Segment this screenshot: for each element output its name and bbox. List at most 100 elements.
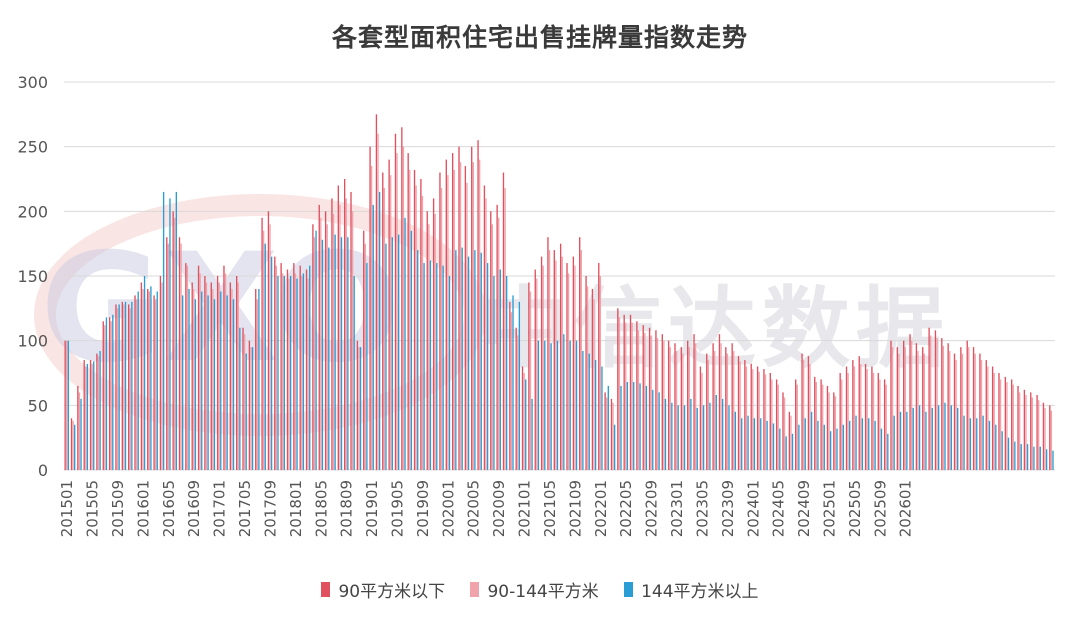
bar-series-3 [169,198,171,470]
x-tick-label: 201801 [287,480,305,537]
legend-item-s2[interactable]: 90-144平方米 [470,577,599,602]
y-tick-label: 300 [17,73,48,92]
bar-series-2 [313,237,316,470]
bar-series-2 [745,366,748,470]
bar-series-2 [993,373,995,470]
bar-series-2 [917,351,919,470]
bar-series-3 [652,389,654,470]
bar-series-1 [1017,385,1019,470]
x-tick-label: 201701 [211,480,229,537]
bar-series-3 [213,299,216,470]
bar-series-1 [820,379,822,470]
bar-series-1 [382,172,384,470]
bar-series-1 [134,295,136,470]
x-tick-label: 202001 [439,480,457,537]
bar-series-1 [356,340,359,470]
bar-series-2 [999,379,1002,470]
bar-series-3 [537,340,540,470]
bar-series-1 [426,211,428,470]
bar-series-2 [174,217,176,470]
bar-series-2 [224,273,227,470]
bar-series-2 [822,384,824,470]
bar-series-2 [288,278,290,470]
bar-series-1 [464,166,467,470]
bar-series-2 [980,360,983,470]
x-tick-label: 202405 [770,480,788,537]
bar-series-1 [540,256,543,470]
bar-series-3 [1052,450,1054,470]
bar-series-3 [556,340,559,470]
bar-series-3 [296,278,298,470]
bar-series-3 [315,230,317,470]
bar-series-1 [947,343,949,470]
bar-series-1 [801,353,803,470]
bar-series-3 [982,415,984,470]
bar-series-1 [890,340,892,470]
bar-series-1 [324,211,327,470]
bar-series-2 [205,282,208,470]
bar-series-1 [89,360,92,470]
bar-series-1 [623,314,625,470]
bar-series-1 [871,366,873,470]
bar-series-1 [941,338,943,470]
bar-series-3 [118,304,120,470]
bar-series-3 [220,291,222,470]
bar-series-3 [823,424,825,470]
bar-series-1 [667,340,670,470]
bar-series-3 [594,360,597,470]
bar-series-1 [566,263,568,470]
bar-series-2 [758,371,760,470]
bar-series-1 [280,263,282,470]
bar-series-2 [930,335,932,470]
bar-series-2 [390,175,392,470]
bar-series-2 [428,224,430,470]
bar-series-1 [674,343,676,470]
bar-series-3 [518,301,521,470]
y-axis-ticks: 0 50 100 150 200 250 300 [17,73,48,480]
bar-series-1 [610,398,613,470]
bar-series-3 [188,288,190,470]
bar-series-3 [505,276,508,470]
bar-series-3 [715,394,717,470]
bar-series-1 [1011,379,1013,470]
bar-series-3 [893,415,895,470]
bar-series-2 [853,366,856,470]
y-tick-label: 250 [17,138,48,157]
bar-series-3 [277,276,279,470]
bar-series-2 [949,351,951,470]
bar-series-1 [509,301,511,470]
bar-series-3 [931,407,933,470]
legend-swatch-s2 [470,582,480,597]
bar-series-2 [739,361,741,470]
legend-item-s3[interactable]: 144平方米以上 [624,577,759,602]
bar-series-2 [783,397,786,470]
bar-series-2 [771,379,773,470]
x-tick-label: 202009 [490,480,508,537]
bar-series-3 [239,327,241,470]
x-tick-label: 202309 [719,480,737,537]
bar-series-3 [1045,449,1048,470]
bar-series-3 [86,363,89,470]
bar-series-2 [282,273,284,470]
y-tick-label: 0 [38,461,48,480]
bar-series-3 [607,385,609,470]
bar-series-2 [345,198,347,470]
bar-series-3 [760,418,762,470]
bar-series-1 [172,211,174,470]
bar-series-1 [388,159,390,470]
bar-series-2 [275,265,278,470]
bar-series-1 [197,265,200,470]
bar-series-2 [574,265,576,470]
bar-series-3 [366,263,368,470]
bar-series-2 [447,175,449,470]
bar-series-3 [283,276,285,470]
bar-series-3 [353,276,355,470]
bar-series-3 [855,415,857,470]
x-tick-label: 201709 [262,480,280,537]
bar-series-2 [243,334,246,470]
bar-series-2 [459,162,462,470]
bar-series-2 [466,182,468,470]
legend-item-s1[interactable]: 90平方米以下 [321,577,445,602]
bar-series-2 [383,188,386,471]
